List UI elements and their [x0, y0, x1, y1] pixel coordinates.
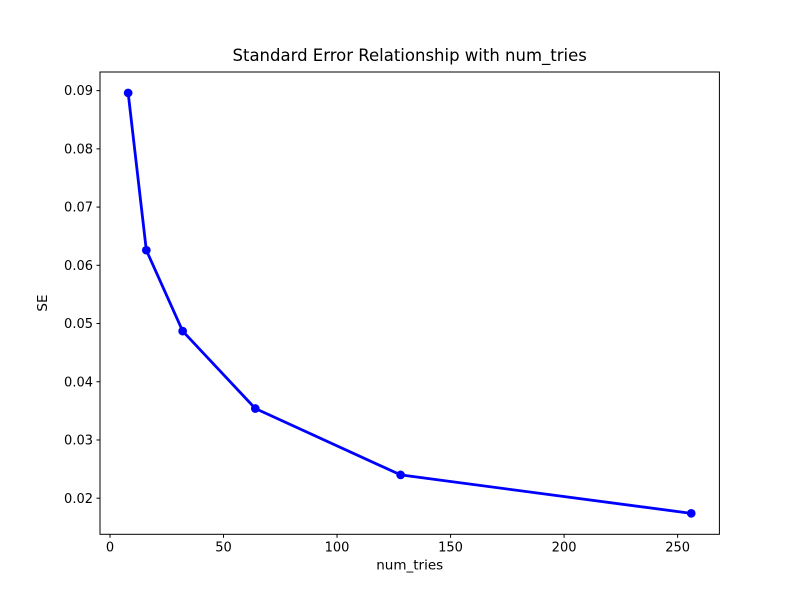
y-tick-label: 0.05 — [64, 317, 93, 332]
chart-title: Standard Error Relationship with num_tri… — [233, 46, 587, 66]
x-tick-label: 0 — [106, 540, 114, 555]
data-point — [123, 88, 133, 98]
data-point — [686, 508, 696, 518]
x-tick-label: 100 — [325, 540, 350, 555]
data-point — [178, 326, 187, 336]
data-point — [396, 470, 405, 480]
x-axis-label: num_tries — [376, 558, 443, 574]
x-tick-label: 150 — [438, 540, 463, 555]
data-point — [141, 245, 151, 255]
y-tick-label: 0.06 — [64, 259, 93, 274]
x-tick-label: 250 — [665, 540, 690, 555]
x-tick-label: 50 — [215, 540, 232, 555]
y-tick-label: 0.03 — [64, 434, 93, 449]
y-tick-label: 0.07 — [64, 201, 93, 216]
y-tick-label: 0.08 — [64, 142, 93, 157]
plot-area: 0 50 100 150 200 250 0.02 0.03 0.04 0.05 0.06 0.07 0… — [64, 84, 696, 555]
series-line — [126, 91, 693, 515]
x-tick-label: 200 — [552, 540, 577, 555]
y-tick-label: 0.02 — [64, 492, 93, 507]
y-tick-label: 0.09 — [64, 84, 93, 99]
y-tick-label: 0.04 — [64, 375, 93, 390]
plot-border — [99, 71, 720, 535]
data-point — [250, 404, 260, 413]
y-axis-label: SE — [35, 294, 51, 311]
